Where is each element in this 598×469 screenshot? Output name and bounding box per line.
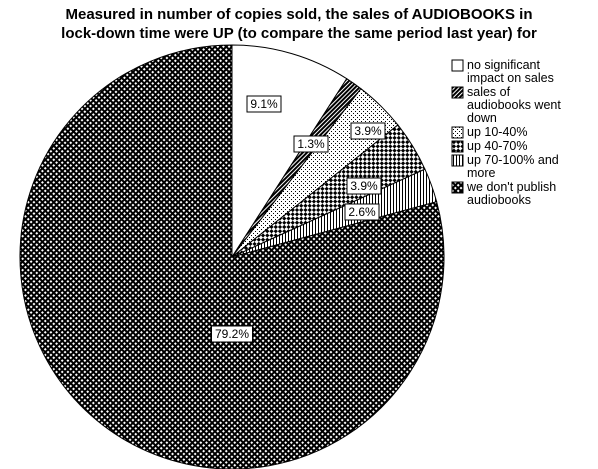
legend-label: impact on sales [467, 71, 554, 85]
legend-swatch [451, 181, 464, 194]
legend-label: up 70-100% and [467, 153, 559, 167]
data-label-text: 1.3% [297, 137, 325, 151]
data-label-text: 3.9% [354, 124, 382, 138]
legend-label: audiobooks [467, 193, 531, 207]
data-label-box [350, 122, 386, 140]
data-label-text: 2.6% [348, 205, 376, 219]
data-label: 9.1% [246, 95, 282, 113]
chart-title-line-1: Measured in number of copies sold, the s… [65, 6, 532, 23]
pie-data-labels: 9.1% 1.3% 3.9% 3.9% 2.6% 79.2% [211, 95, 386, 343]
data-label-text: 9.1% [250, 97, 278, 111]
pie-slice [19, 44, 445, 469]
chart-title-line-2: lock-down time were UP (to compare the s… [61, 25, 537, 42]
legend-label: sales of [467, 85, 511, 99]
legend-item: up 40-70% [451, 139, 527, 153]
legend-label: down [467, 111, 497, 125]
data-label: 3.9% [346, 177, 382, 195]
legend-swatch [451, 59, 464, 72]
legend-swatch [451, 154, 464, 167]
legend-label: more [467, 166, 496, 180]
data-label-box [346, 177, 382, 195]
legend-label: audiobooks went [467, 98, 561, 112]
data-label-text: 3.9% [350, 179, 378, 193]
legend-label: up 10-40% [467, 125, 527, 139]
data-label-box [344, 203, 380, 221]
legend-swatch [451, 140, 464, 153]
pie-slices [19, 44, 445, 469]
legend-item: up 10-40% [451, 125, 527, 139]
data-label: 3.9% [350, 122, 386, 140]
legend-swatch [451, 86, 464, 99]
data-label-box [293, 135, 329, 153]
legend-swatch [451, 126, 464, 139]
data-label-text: 79.2% [215, 327, 249, 341]
legend-label: no significant [467, 58, 540, 72]
data-label: 79.2% [211, 325, 253, 343]
data-label-box [246, 95, 282, 113]
legend-label: we don't publish [466, 180, 556, 194]
data-label: 2.6% [344, 203, 380, 221]
chart-title: Measured in number of copies sold, the s… [61, 6, 537, 42]
data-label: 1.3% [293, 135, 329, 153]
legend-label: up 40-70% [467, 139, 527, 153]
data-label-box [211, 325, 253, 343]
